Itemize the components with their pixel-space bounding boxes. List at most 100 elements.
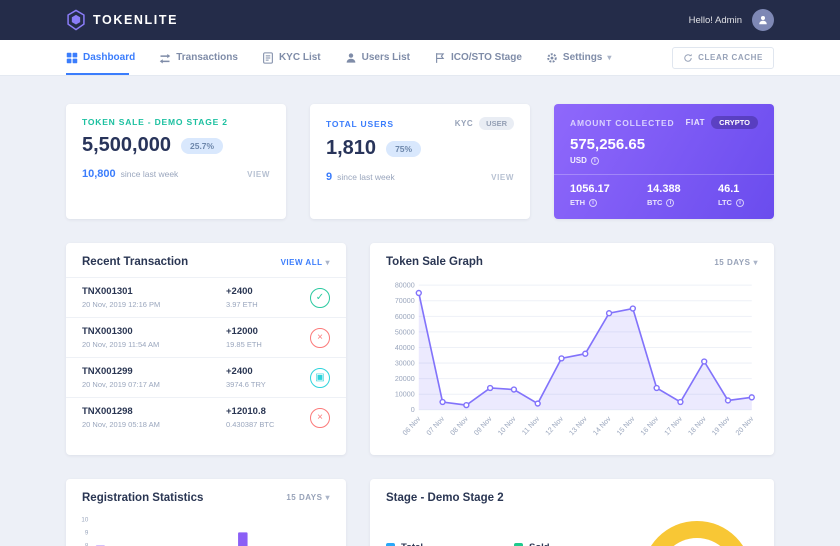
- range-selector[interactable]: 15 DAYS ▾: [714, 257, 758, 267]
- svg-text:13 Nov: 13 Nov: [568, 415, 589, 437]
- svg-text:11 Nov: 11 Nov: [520, 415, 541, 437]
- token-sale-delta: 10,800: [82, 168, 116, 180]
- brand[interactable]: TOKENLITE: [66, 9, 178, 31]
- total-users-card: TOTAL USERS KYC USER 1,810 75% 9 since l…: [310, 104, 530, 219]
- transaction-converted: 19.85 ETH: [226, 340, 262, 349]
- user-toggle-badge[interactable]: USER: [479, 117, 514, 130]
- usd-currency-label: USD: [570, 156, 587, 165]
- clear-cache-button[interactable]: CLEAR CACHE: [672, 46, 774, 69]
- main-navbar: Dashboard Transactions KYC List Users List I…: [0, 40, 840, 76]
- brand-name: TOKENLITE: [93, 13, 179, 27]
- legend-swatch: [386, 542, 395, 546]
- registration-statistics-card: Registration Statistics 15 DAYS ▾ 109876…: [66, 478, 346, 546]
- transaction-list: TNX001301 20 Nov, 2019 12:16 PM +2400 3.97 …: [66, 277, 346, 437]
- nav-item-transactions[interactable]: Transactions: [159, 40, 238, 75]
- refresh-icon: [683, 53, 693, 63]
- svg-text:08 Nov: 08 Nov: [449, 415, 470, 437]
- svg-text:16 Nov: 16 Nov: [639, 415, 660, 437]
- amount-collected-label: AMOUNT COLLECTED: [570, 117, 675, 128]
- svg-text:50000: 50000: [395, 328, 415, 336]
- svg-text:20000: 20000: [395, 375, 415, 383]
- users-icon: [345, 52, 357, 64]
- registration-bar-chart: 109876543210: [66, 513, 346, 546]
- failed-status-icon[interactable]: ×: [310, 327, 330, 348]
- info-icon[interactable]: i: [590, 156, 599, 165]
- token-sale-label: TOKEN SALE - DEMO STAGE 2: [82, 117, 228, 127]
- svg-text:10 Nov: 10 Nov: [496, 415, 517, 437]
- transaction-converted: 0.430387 BTC: [226, 420, 275, 429]
- nav-item-settings[interactable]: Settings ▾: [546, 40, 611, 75]
- svg-text:8: 8: [85, 542, 89, 546]
- failed-status-icon[interactable]: ×: [310, 407, 330, 428]
- svg-text:10000: 10000: [395, 391, 415, 399]
- info-icon[interactable]: i: [666, 198, 675, 207]
- chevron-down-icon: ▾: [325, 257, 330, 267]
- view-link[interactable]: VIEW: [491, 173, 514, 182]
- fiat-toggle[interactable]: FIAT: [685, 118, 706, 127]
- info-icon[interactable]: i: [589, 198, 597, 207]
- card-title: Recent Transaction: [82, 256, 189, 268]
- transaction-date: 20 Nov, 2019 12:16 PM: [82, 300, 161, 309]
- success-status-icon[interactable]: ✓: [310, 287, 330, 308]
- total-users-percent-badge: 75%: [386, 140, 422, 157]
- legend-swatch: [514, 542, 523, 546]
- kyc-toggle[interactable]: KYC: [454, 119, 474, 128]
- nav-item-users-list[interactable]: Users List: [345, 40, 410, 75]
- token-sale-graph-card: Token Sale Graph 15 DAYS ▾ 0 10000 20000 30…: [370, 243, 774, 455]
- svg-text:07 Nov: 07 Nov: [425, 415, 446, 437]
- svg-text:09 Nov: 09 Nov: [473, 415, 494, 437]
- recent-transactions-card: Recent Transaction VIEW ALL ▾ TNX001301 2…: [66, 243, 346, 455]
- card-title: Stage - Demo Stage 2: [386, 491, 504, 504]
- svg-text:80000: 80000: [395, 282, 415, 290]
- stage-summary-card: Stage - Demo Stage 2 Total5,500,000 Sold1…: [370, 478, 774, 546]
- crypto-total-ltc: 46.1 LTC i: [718, 183, 744, 207]
- transaction-row[interactable]: TNX001298 20 Nov, 2019 05:18 AM +12010.8 0.…: [66, 397, 346, 437]
- svg-text:17 Nov: 17 Nov: [663, 415, 684, 437]
- svg-text:0: 0: [411, 406, 415, 414]
- nav-item-dashboard[interactable]: Dashboard: [66, 40, 135, 75]
- svg-text:18 Nov: 18 Nov: [687, 415, 708, 437]
- transaction-row[interactable]: TNX001299 20 Nov, 2019 07:17 AM +2400 3974.…: [66, 357, 346, 397]
- total-users-delta: 9: [326, 171, 333, 183]
- swap-icon: [159, 52, 171, 64]
- svg-text:40000: 40000: [395, 344, 415, 352]
- crypto-total-btc: 14.388 BTC i: [647, 183, 681, 207]
- transaction-converted: 3.97 ETH: [226, 300, 258, 309]
- stage-donut-chart: 5,500,000 TLE: [642, 520, 752, 546]
- svg-text:14 Nov: 14 Nov: [592, 415, 613, 437]
- crypto-toggle-badge[interactable]: CRYPTO: [711, 116, 758, 129]
- svg-text:19 Nov: 19 Nov: [710, 415, 731, 437]
- crypto-total-eth: 1056.17 ETH i: [570, 183, 610, 207]
- divider: [554, 174, 774, 175]
- avatar[interactable]: [752, 9, 774, 31]
- token-sale-value: 5,500,000: [82, 134, 171, 156]
- token-sale-card: TOKEN SALE - DEMO STAGE 2 5,500,000 25.7…: [66, 104, 286, 219]
- svg-text:06 Nov: 06 Nov: [401, 415, 422, 437]
- transaction-amount: +12010.8: [226, 406, 266, 417]
- transaction-row[interactable]: TNX001300 20 Nov, 2019 11:54 AM +12000 19.8…: [66, 317, 346, 357]
- view-all-link[interactable]: VIEW ALL ▾: [280, 257, 330, 267]
- nav-item-kyc-list[interactable]: KYC List: [262, 40, 321, 75]
- transaction-amount: +12000: [226, 326, 258, 337]
- grid-icon: [66, 52, 78, 64]
- stage-legend: Total5,500,000Sold1,413,919 *Sale %25.7%…: [386, 542, 628, 546]
- transaction-row[interactable]: TNX001301 20 Nov, 2019 12:16 PM +2400 3.97 …: [66, 277, 346, 317]
- card-title: Token Sale Graph: [386, 256, 483, 268]
- range-selector[interactable]: 15 DAYS ▾: [286, 493, 330, 503]
- flag-icon: [434, 52, 446, 64]
- greeting-text: Hello! Admin: [688, 14, 742, 26]
- pending-status-icon[interactable]: ▣: [310, 367, 330, 388]
- transaction-amount: +2400: [226, 286, 253, 297]
- tokenlite-logo-icon: [66, 9, 86, 31]
- chevron-down-icon: ▾: [753, 257, 758, 267]
- token-sale-percent-badge: 25.7%: [180, 137, 224, 154]
- nav-item-ico-sto-stage[interactable]: ICO/STO Stage: [434, 40, 522, 75]
- transaction-id: TNX001298: [82, 406, 133, 417]
- amount-collected-card: AMOUNT COLLECTED FIAT CRYPTO 575,256.65 …: [554, 104, 774, 219]
- transaction-id: TNX001300: [82, 326, 133, 337]
- info-icon[interactable]: i: [735, 198, 744, 207]
- svg-text:70000: 70000: [395, 297, 415, 305]
- view-link[interactable]: VIEW: [247, 170, 270, 179]
- svg-text:15 Nov: 15 Nov: [615, 415, 636, 437]
- delta-caption: since last week: [120, 169, 179, 179]
